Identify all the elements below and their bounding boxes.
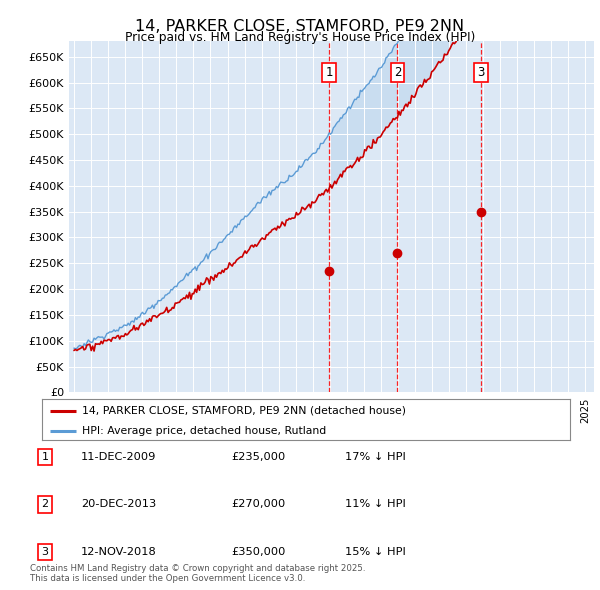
Text: 11-DEC-2009: 11-DEC-2009 — [81, 453, 157, 462]
Text: 2: 2 — [41, 500, 49, 509]
Text: 14, PARKER CLOSE, STAMFORD, PE9 2NN (detached house): 14, PARKER CLOSE, STAMFORD, PE9 2NN (det… — [82, 406, 406, 416]
Text: £350,000: £350,000 — [231, 547, 286, 556]
Text: 11% ↓ HPI: 11% ↓ HPI — [345, 500, 406, 509]
Text: 17% ↓ HPI: 17% ↓ HPI — [345, 453, 406, 462]
Text: 14, PARKER CLOSE, STAMFORD, PE9 2NN: 14, PARKER CLOSE, STAMFORD, PE9 2NN — [136, 19, 464, 34]
Text: £235,000: £235,000 — [231, 453, 285, 462]
Text: HPI: Average price, detached house, Rutland: HPI: Average price, detached house, Rutl… — [82, 426, 326, 436]
Text: 20-DEC-2013: 20-DEC-2013 — [81, 500, 156, 509]
Text: Price paid vs. HM Land Registry's House Price Index (HPI): Price paid vs. HM Land Registry's House … — [125, 31, 475, 44]
Text: 2: 2 — [394, 65, 401, 79]
Text: 15% ↓ HPI: 15% ↓ HPI — [345, 547, 406, 556]
Text: 3: 3 — [478, 65, 485, 79]
Text: 1: 1 — [325, 65, 332, 79]
Text: Contains HM Land Registry data © Crown copyright and database right 2025.
This d: Contains HM Land Registry data © Crown c… — [30, 563, 365, 583]
Text: 3: 3 — [41, 547, 49, 556]
Text: £270,000: £270,000 — [231, 500, 285, 509]
Text: 1: 1 — [41, 453, 49, 462]
Text: 12-NOV-2018: 12-NOV-2018 — [81, 547, 157, 556]
